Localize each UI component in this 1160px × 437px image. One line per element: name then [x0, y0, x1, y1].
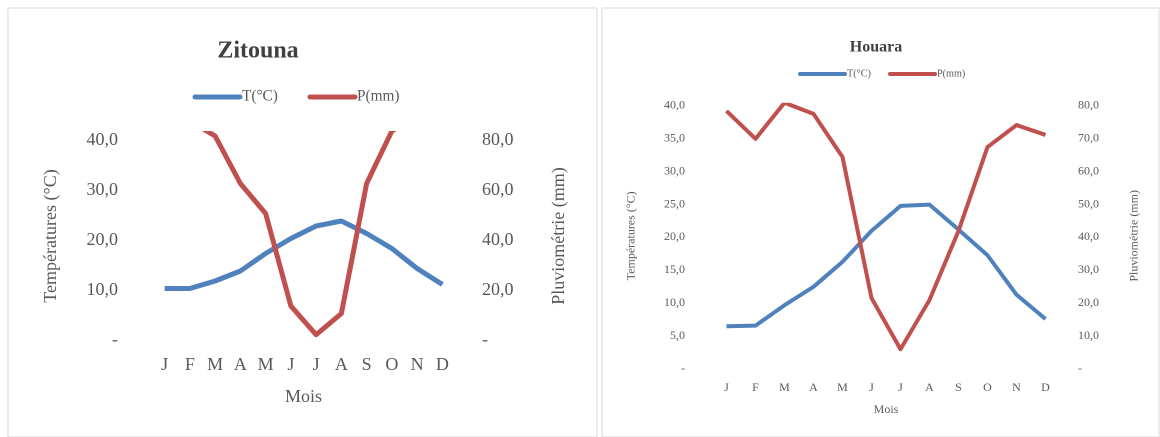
x-tick-label: M — [258, 354, 274, 374]
y-tick-label: - — [681, 361, 685, 375]
y-tick-label: 40,0 — [664, 98, 685, 112]
left-panel — [7, 7, 598, 437]
x-tick-label: O — [983, 380, 992, 394]
y2-tick-label: 50,0 — [1078, 196, 1099, 210]
y2-tick-label: - — [1078, 361, 1082, 375]
y-tick-label: - — [112, 329, 118, 349]
y2-tick-label: 10,0 — [1078, 328, 1099, 342]
y-axis-label: Températures (°C) — [40, 169, 61, 302]
x-tick-label: F — [185, 354, 195, 374]
legend-label: T(°C) — [242, 88, 278, 105]
legend-label: P(mm) — [937, 68, 965, 79]
x-tick-label: S — [955, 380, 962, 394]
x-tick-label: F — [752, 380, 759, 394]
y2-tick-label: 40,0 — [482, 229, 514, 249]
y2-axis-label: Pluviométrie (mm) — [548, 167, 569, 304]
y2-tick-label: 80,0 — [1078, 98, 1099, 112]
y-tick-label: 35,0 — [664, 131, 685, 145]
y2-tick-label: 80,0 — [482, 129, 514, 149]
y-tick-label: 25,0 — [664, 196, 685, 210]
y2-tick-label: 60,0 — [482, 179, 514, 199]
x-tick-label: M — [837, 380, 848, 394]
y2-tick-label: 60,0 — [1078, 163, 1099, 177]
series-line — [201, 131, 397, 338]
chart-title: Houara — [850, 39, 902, 56]
y-tick-label: 15,0 — [664, 262, 685, 276]
y-tick-label: 20,0 — [87, 229, 119, 249]
y2-tick-label: 40,0 — [1078, 229, 1099, 243]
series-line — [726, 202, 1047, 329]
x-tick-label: J — [898, 380, 903, 394]
x-tick-label: A — [335, 354, 348, 374]
x-tick-label: M — [779, 380, 790, 394]
y-tick-label: 20,0 — [664, 229, 685, 243]
legend-label: P(mm) — [357, 88, 400, 105]
y-tick-label: 5,0 — [670, 328, 685, 342]
y2-tick-label: 70,0 — [1078, 131, 1099, 145]
y-tick-label: 10,0 — [664, 295, 685, 309]
x-tick-label: J — [287, 354, 294, 374]
x-tick-label: O — [385, 354, 398, 374]
y-tick-label: 40,0 — [87, 129, 119, 149]
chart-title: Zitouna — [217, 38, 298, 64]
x-tick-label: A — [234, 354, 247, 374]
x-tick-label: J — [869, 380, 874, 394]
y2-tick-label: 30,0 — [1078, 262, 1099, 276]
x-axis-label: Mois — [874, 402, 899, 416]
x-tick-label: S — [362, 354, 372, 374]
y-tick-label: 10,0 — [87, 279, 119, 299]
y2-axis-label: Pluviométrie (mm) — [1127, 190, 1141, 282]
x-tick-label: J — [724, 380, 729, 394]
x-tick-label: N — [1012, 380, 1021, 394]
y-tick-label: 30,0 — [87, 179, 119, 199]
x-axis-label: Mois — [285, 386, 322, 406]
y-axis-label: Températures (°C) — [624, 191, 638, 280]
x-tick-label: J — [313, 354, 320, 374]
legend-label: T(°C) — [847, 68, 871, 79]
x-tick-label: J — [161, 354, 168, 374]
y2-tick-label: - — [482, 329, 488, 349]
y2-tick-label: 20,0 — [1078, 295, 1099, 309]
y2-tick-label: 20,0 — [482, 279, 514, 299]
x-tick-label: N — [411, 354, 424, 374]
y-tick-label: 30,0 — [664, 163, 685, 177]
series-line — [164, 218, 444, 291]
x-tick-label: D — [436, 354, 449, 374]
x-tick-label: D — [1041, 380, 1050, 394]
x-tick-label: A — [809, 380, 818, 394]
series-line — [725, 102, 1047, 352]
x-tick-label: A — [925, 380, 934, 394]
x-tick-label: M — [207, 354, 223, 374]
